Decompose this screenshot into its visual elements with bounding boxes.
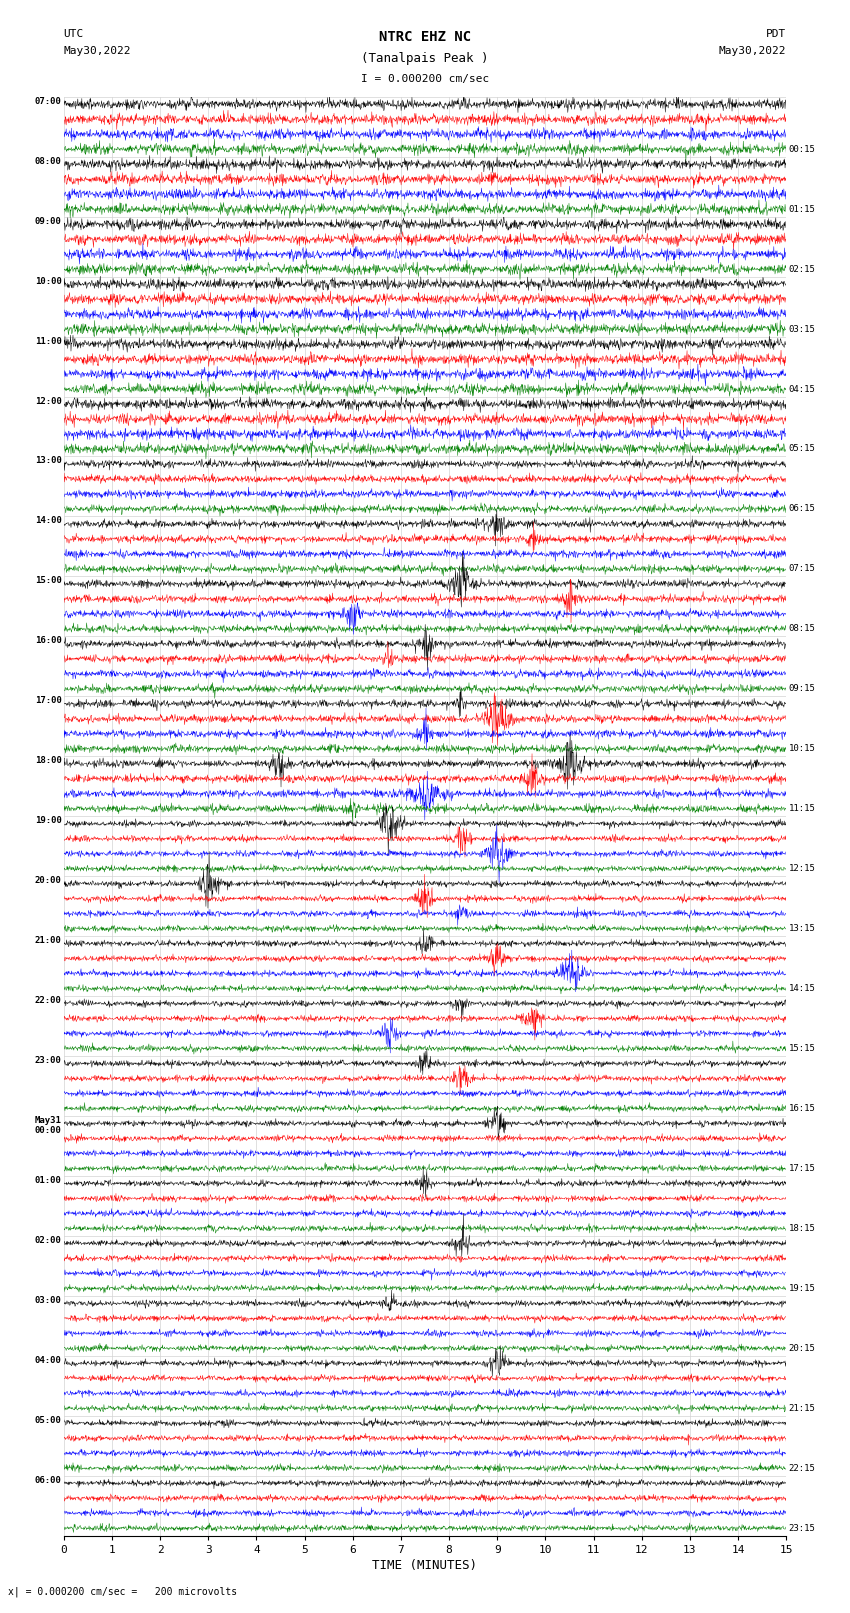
Text: 13:15: 13:15	[789, 924, 815, 932]
Text: 02:15: 02:15	[789, 265, 815, 274]
Text: x| = 0.000200 cm/sec =   200 microvolts: x| = 0.000200 cm/sec = 200 microvolts	[8, 1586, 238, 1597]
Text: 16:00: 16:00	[35, 636, 61, 645]
Text: 09:15: 09:15	[789, 684, 815, 694]
Text: 18:00: 18:00	[35, 756, 61, 765]
Text: 23:00: 23:00	[35, 1057, 61, 1065]
Text: UTC: UTC	[64, 29, 84, 39]
Text: 03:15: 03:15	[789, 324, 815, 334]
Text: 06:00: 06:00	[35, 1476, 61, 1484]
Text: 14:15: 14:15	[789, 984, 815, 994]
Text: 23:15: 23:15	[789, 1524, 815, 1532]
Text: 09:00: 09:00	[35, 216, 61, 226]
Text: 17:15: 17:15	[789, 1165, 815, 1173]
Text: 02:00: 02:00	[35, 1236, 61, 1245]
Text: 03:00: 03:00	[35, 1295, 61, 1305]
Text: 07:15: 07:15	[789, 565, 815, 573]
Text: 15:00: 15:00	[35, 576, 61, 586]
Text: 19:00: 19:00	[35, 816, 61, 826]
Text: 22:00: 22:00	[35, 997, 61, 1005]
Text: 07:00: 07:00	[35, 97, 61, 106]
Text: 01:15: 01:15	[789, 205, 815, 213]
Text: 08:15: 08:15	[789, 624, 815, 634]
Text: 14:00: 14:00	[35, 516, 61, 526]
Text: 15:15: 15:15	[789, 1044, 815, 1053]
Text: (Tanalpais Peak ): (Tanalpais Peak )	[361, 52, 489, 65]
Text: 13:00: 13:00	[35, 456, 61, 466]
Text: NTRC EHZ NC: NTRC EHZ NC	[379, 29, 471, 44]
Text: 04:00: 04:00	[35, 1355, 61, 1365]
Text: May31
00:00: May31 00:00	[35, 1116, 61, 1136]
Text: 10:00: 10:00	[35, 277, 61, 286]
Text: May30,2022: May30,2022	[64, 47, 131, 56]
Text: 21:00: 21:00	[35, 936, 61, 945]
Text: 05:00: 05:00	[35, 1416, 61, 1424]
Text: 04:15: 04:15	[789, 384, 815, 394]
Text: 21:15: 21:15	[789, 1403, 815, 1413]
Text: 11:00: 11:00	[35, 337, 61, 345]
Text: 06:15: 06:15	[789, 505, 815, 513]
Text: 01:00: 01:00	[35, 1176, 61, 1186]
Text: 20:15: 20:15	[789, 1344, 815, 1353]
Text: 00:15: 00:15	[789, 145, 815, 153]
Text: 12:15: 12:15	[789, 865, 815, 873]
Text: 12:00: 12:00	[35, 397, 61, 405]
Text: 05:15: 05:15	[789, 445, 815, 453]
Text: 19:15: 19:15	[789, 1284, 815, 1292]
Text: 08:00: 08:00	[35, 156, 61, 166]
Text: 10:15: 10:15	[789, 744, 815, 753]
X-axis label: TIME (MINUTES): TIME (MINUTES)	[372, 1558, 478, 1571]
Text: 20:00: 20:00	[35, 876, 61, 886]
Text: May30,2022: May30,2022	[719, 47, 786, 56]
Text: I = 0.000200 cm/sec: I = 0.000200 cm/sec	[361, 74, 489, 84]
Text: 22:15: 22:15	[789, 1463, 815, 1473]
Text: 16:15: 16:15	[789, 1103, 815, 1113]
Text: 17:00: 17:00	[35, 697, 61, 705]
Text: PDT: PDT	[766, 29, 786, 39]
Text: 11:15: 11:15	[789, 805, 815, 813]
Text: 18:15: 18:15	[789, 1224, 815, 1232]
